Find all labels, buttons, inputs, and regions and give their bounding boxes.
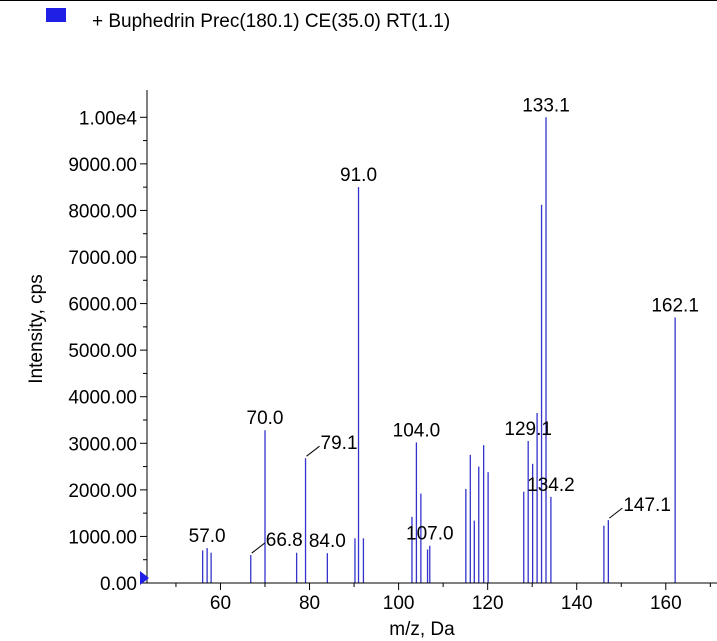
y-tick-label: 5000.00 (68, 341, 137, 362)
peak-label: 107.0 (406, 524, 454, 545)
y-tick-label: 2000.00 (68, 481, 137, 502)
peak-label: 147.1 (623, 495, 671, 516)
x-tick-label: 100 (383, 593, 415, 614)
peak-label: 57.0 (189, 526, 226, 547)
peak-label: 133.1 (522, 95, 570, 116)
peak-annotations: 57.0 66.8 70.0 79.1 84.0 91.0 104.0 107.0 129.1 1… (189, 95, 699, 554)
peak-label: 104.0 (393, 420, 441, 441)
y-axis: 0.00 1000.00 2000.00 3000.00 4000.00 5000.00 6… (68, 90, 148, 595)
peak-label: 129.1 (504, 419, 552, 440)
peak-label: 162.1 (651, 296, 699, 317)
y-axis-label: Intensity, cps (26, 274, 47, 383)
y-tick-label: 1.00e4 (79, 108, 138, 129)
peak-series (202, 117, 676, 583)
x-axis: 60 80 100 120 140 160 (147, 582, 717, 614)
annotation-leader (251, 542, 266, 554)
y-tick-label: 8000.00 (68, 201, 137, 222)
legend-label: + Buphedrin Prec(180.1) CE(35.0) RT(1.1) (92, 11, 450, 32)
x-tick-label: 80 (299, 593, 320, 614)
x-tick-label: 60 (210, 593, 231, 614)
baseline-marker (140, 571, 149, 585)
y-tick-label: 0.00 (100, 574, 137, 595)
x-axis-label: m/z, Da (389, 619, 455, 640)
peak-label: 79.1 (321, 433, 358, 454)
peak-label: 84.0 (309, 531, 346, 552)
legend-swatch (46, 8, 66, 22)
peak-label: 66.8 (266, 530, 303, 551)
y-tick-label: 6000.00 (68, 295, 137, 316)
y-tick-label: 7000.00 (68, 248, 137, 269)
y-tick-label: 9000.00 (68, 155, 137, 176)
peak-label: 70.0 (247, 408, 284, 429)
peak-label: 134.2 (527, 475, 575, 496)
y-tick-label: 1000.00 (68, 527, 137, 548)
peak-label: 91.0 (340, 165, 377, 186)
y-tick-label: 3000.00 (68, 434, 137, 455)
y-tick-label: 4000.00 (68, 388, 137, 409)
x-tick-label: 160 (650, 593, 682, 614)
x-tick-label: 120 (472, 593, 504, 614)
annotation-leader (306, 445, 320, 457)
annotation-leader (609, 507, 623, 519)
x-tick-label: 140 (561, 593, 593, 614)
plot-area: 57.0 66.8 70.0 79.1 84.0 91.0 104.0 107.0 129.1 1… (68, 90, 717, 614)
